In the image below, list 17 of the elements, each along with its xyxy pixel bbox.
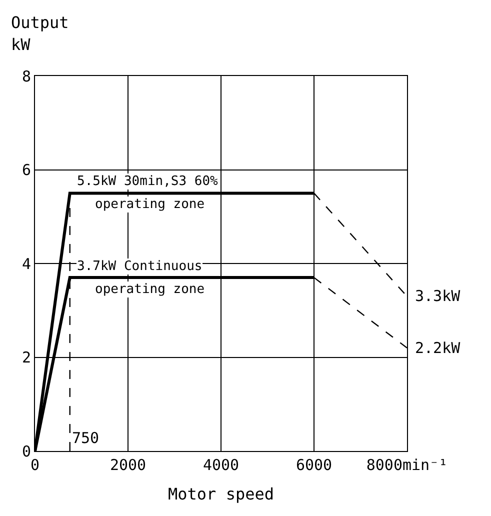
text: 3.3kW xyxy=(415,287,462,305)
y-axis-title: kW xyxy=(11,35,31,54)
chart-title: Output xyxy=(11,13,69,32)
y-tick-label: 6 xyxy=(22,161,31,179)
ref-line-label: 750 xyxy=(72,429,100,447)
y-tick-label: 2 xyxy=(22,348,31,366)
x-axis-title: Motor speed xyxy=(168,484,274,504)
x-tick-label: 6000 xyxy=(296,456,332,474)
text: 2.2kW xyxy=(415,339,462,357)
annotation: 3.7kW Continuous operating zone xyxy=(77,259,205,297)
y-tick-label: 4 xyxy=(22,254,31,273)
x-tick-label: 8000min⁻¹ xyxy=(366,456,448,474)
x-tick-label: 4000 xyxy=(202,456,240,474)
y-tick-label: 8 xyxy=(22,67,31,86)
y-tick-label: 0 xyxy=(22,442,31,460)
x-tick-label: 2000 xyxy=(110,456,146,474)
annotation: 5.5kW 30min,S3 60% operating zone xyxy=(77,174,218,212)
